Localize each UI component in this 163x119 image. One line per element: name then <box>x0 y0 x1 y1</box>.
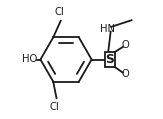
Text: O: O <box>121 40 129 50</box>
Bar <box>105 52 115 67</box>
Text: Cl: Cl <box>55 7 64 17</box>
Text: O: O <box>121 69 129 79</box>
Text: HO: HO <box>22 55 37 64</box>
Text: S: S <box>105 53 114 66</box>
Text: Cl: Cl <box>49 102 59 112</box>
Text: HN: HN <box>100 24 115 34</box>
